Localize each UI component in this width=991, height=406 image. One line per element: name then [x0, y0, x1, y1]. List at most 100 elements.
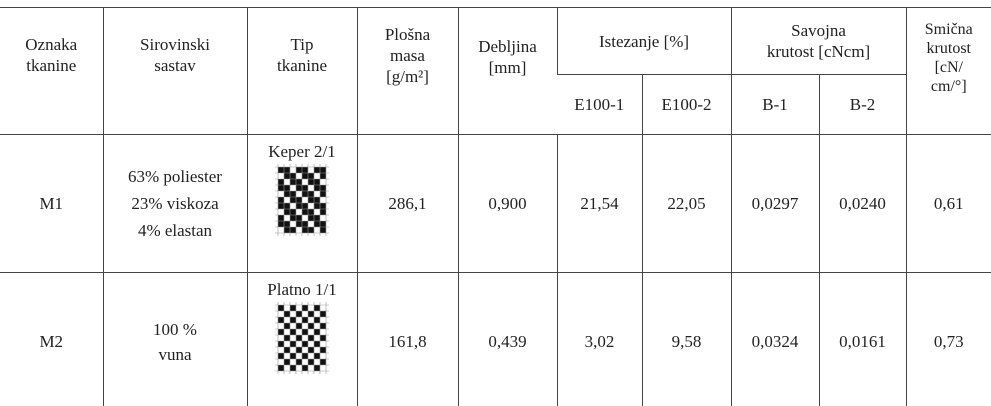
- weave-cell: [302, 341, 308, 347]
- weave-cell: [290, 227, 296, 233]
- cell: 0,0240: [818, 134, 907, 273]
- data-row: M1 63% poliester 23% viskoza 4% elastan Ke…: [0, 134, 991, 273]
- weave-cell: [296, 323, 302, 329]
- weave-cell: [296, 179, 302, 185]
- weave-cell: [284, 167, 290, 173]
- header-cell: Istezanje [%]: [556, 7, 732, 75]
- weave-cell: [296, 167, 302, 173]
- weave-cell: [302, 203, 308, 209]
- subheader-cell: B-2: [818, 74, 907, 135]
- subheader-cell: E100-1: [557, 74, 642, 135]
- weave-cell: [278, 305, 284, 311]
- weave-cell: [296, 335, 302, 341]
- cell: M2: [0, 272, 103, 406]
- weave-cell: [278, 329, 284, 335]
- weave-cell: [278, 179, 284, 185]
- weave-cell: [290, 209, 296, 215]
- weave-cell: [290, 365, 296, 371]
- weave-cell: [302, 353, 308, 359]
- cell: 63% poliester 23% viskoza 4% elastan: [102, 134, 247, 273]
- cell: 0,0324: [730, 272, 820, 406]
- weave-cell: [290, 353, 296, 359]
- weave-cell: [314, 365, 320, 371]
- weave-cell: [320, 311, 326, 317]
- weave-cell: [290, 305, 296, 311]
- weave-cell: [284, 191, 290, 197]
- weave-cell: [320, 209, 326, 215]
- weave-cell: [302, 227, 308, 233]
- weave-cell: [302, 329, 308, 335]
- cell: 0,900: [457, 134, 557, 273]
- weave-cell: [284, 347, 290, 353]
- header-cell: Oznaka tkanine: [0, 7, 103, 135]
- cell: Platno 1/1: [246, 272, 357, 406]
- weave-cell: [314, 167, 320, 173]
- weave-cell: [296, 359, 302, 365]
- weave-cell: [314, 305, 320, 311]
- weave-cell: [290, 329, 296, 335]
- weave-cell: [278, 185, 284, 191]
- weave-cell: [308, 311, 314, 317]
- cell: 22,05: [641, 134, 732, 273]
- weave-cell: [302, 185, 308, 191]
- weave-cell: [314, 353, 320, 359]
- weave-cell: [284, 227, 290, 233]
- weave-cell: [320, 173, 326, 179]
- cell: Keper 2/1: [246, 134, 357, 273]
- weave-cell: [290, 179, 296, 185]
- weave-cell: [278, 341, 284, 347]
- weave-cell: [308, 197, 314, 203]
- header-cell: Tip tkanine: [246, 7, 357, 135]
- data-row: M2 100 % vuna Platno 1/1 161,8 0,439 3,02…: [0, 272, 991, 406]
- weave-cell: [278, 215, 284, 221]
- weave-cell: [278, 167, 284, 173]
- weave-cell: [320, 359, 326, 365]
- weave-cell: [320, 335, 326, 341]
- weave-cell: [308, 227, 314, 233]
- weave-cell: [278, 317, 284, 323]
- subheader-cell: B-1: [730, 74, 820, 135]
- header-cell: Debljina [mm]: [457, 7, 557, 135]
- weave-cell: [284, 359, 290, 365]
- cell: 100 % vuna: [102, 272, 247, 406]
- weave-cell: [302, 221, 308, 227]
- cell: 0,73: [905, 272, 991, 406]
- weave-cell: [320, 185, 326, 191]
- weave-cell: [296, 185, 302, 191]
- weave-pattern: [275, 302, 329, 374]
- weave-cell: [314, 203, 320, 209]
- weave-cell: [284, 335, 290, 341]
- weave-cell: [302, 317, 308, 323]
- cell: 0,0161: [818, 272, 907, 406]
- subheader-cell: E100-2: [641, 74, 732, 135]
- weave-cell: [290, 191, 296, 197]
- weave-cell: [302, 365, 308, 371]
- weave-cell: [284, 323, 290, 329]
- cell: 0,61: [905, 134, 991, 273]
- header-cell: Plošna masa [g/m²]: [356, 7, 458, 135]
- cell: 161,8: [356, 272, 458, 406]
- weave-cell: [278, 365, 284, 371]
- weave-cell: [308, 215, 314, 221]
- header-row: Oznaka tkanine Sirovinski sastav Tip tkanin…: [0, 7, 991, 135]
- cell: M1: [0, 134, 103, 273]
- weave-cell: [296, 197, 302, 203]
- weave-cell: [320, 323, 326, 329]
- weave-cell: [302, 191, 308, 197]
- weave-cell: [314, 341, 320, 347]
- weave-cell: [308, 323, 314, 329]
- weave-cell: [284, 185, 290, 191]
- weave-cell: [320, 167, 326, 173]
- cell: 9,58: [641, 272, 732, 406]
- weave-cell: [296, 215, 302, 221]
- weave-cell: [290, 197, 296, 203]
- weave-cell: [278, 353, 284, 359]
- weave-cell: [296, 203, 302, 209]
- weave-cell: [320, 203, 326, 209]
- weave-cell: [278, 203, 284, 209]
- weave-cell: [278, 221, 284, 227]
- weave-cell: [314, 179, 320, 185]
- weave-cell: [314, 197, 320, 203]
- weave-cell: [290, 173, 296, 179]
